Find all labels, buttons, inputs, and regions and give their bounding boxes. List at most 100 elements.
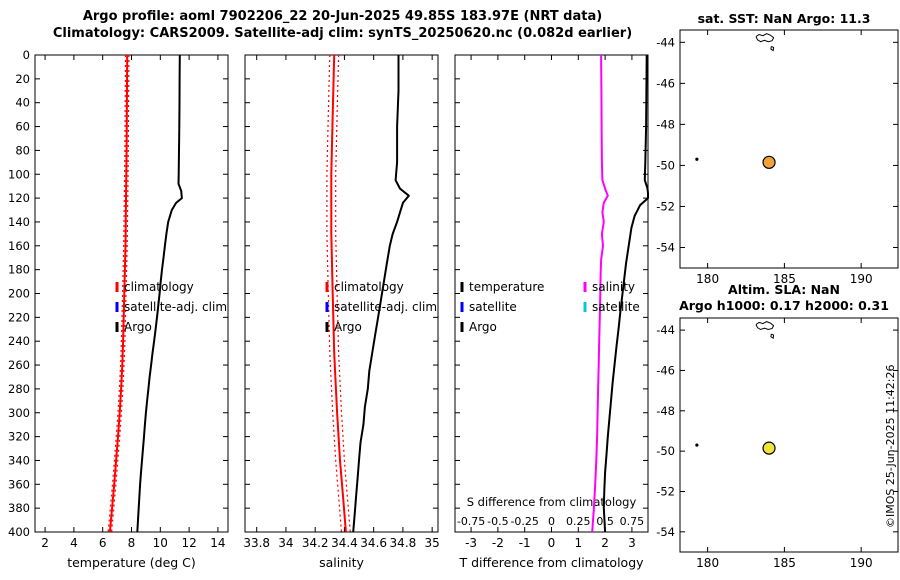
tick-label: -50 bbox=[656, 444, 675, 458]
salinity-profile-panel: 33.8 34 34.2 34.4 34.6 34.8 35 climatology satel… bbox=[243, 54, 440, 550]
tick-label: 380 bbox=[8, 501, 30, 515]
tick-label: -0.5 bbox=[487, 515, 508, 528]
tick-label: -0.25 bbox=[510, 515, 538, 528]
tick-label: 190 bbox=[850, 272, 873, 286]
tick-label: 185 bbox=[773, 272, 796, 286]
plot-box bbox=[679, 317, 899, 553]
temperature-profile-panel: 2 4 6 8 10 12 14020406080100120140160180200220… bbox=[8, 48, 229, 550]
salinity-axis-label: salinity bbox=[319, 555, 364, 570]
series-Argo bbox=[136, 54, 183, 533]
tick-label: 33.8 bbox=[243, 536, 270, 550]
tick-label: 190 bbox=[850, 556, 873, 570]
annotation: S difference from climatology bbox=[467, 495, 637, 509]
tick-label: 0.25 bbox=[566, 515, 591, 528]
sla-map-panel: 180 185 190 -44 -46 -48 -50 -52 -54 bbox=[656, 317, 899, 570]
imos-copyright-watermark: ©IMOS 25-Jun-2025 11:42:26 bbox=[884, 364, 897, 528]
legend-label: satellite-adj. clim bbox=[334, 300, 437, 314]
tick-label: 0 bbox=[548, 515, 555, 528]
tick-label: 185 bbox=[773, 556, 796, 570]
tick-label: 34.6 bbox=[360, 536, 387, 550]
tick-label: 340 bbox=[8, 453, 30, 467]
tick-label: 0 bbox=[548, 536, 556, 550]
plot-box bbox=[679, 29, 899, 269]
tick-label: 160 bbox=[8, 239, 30, 253]
tick-label: 260 bbox=[8, 358, 30, 372]
tick-label: 14 bbox=[210, 536, 225, 550]
tick-label: 34.8 bbox=[390, 536, 417, 550]
coastline bbox=[770, 45, 775, 52]
sla-map-title-line1: Altim. SLA: NaN bbox=[728, 282, 840, 297]
series-S-difference bbox=[591, 54, 609, 533]
tick-label: 220 bbox=[8, 310, 30, 324]
tick-label: 60 bbox=[15, 120, 30, 134]
tick-label: -44 bbox=[656, 35, 675, 49]
tick-label: -48 bbox=[656, 404, 675, 418]
argo-position-marker bbox=[762, 155, 776, 169]
tick-label: 280 bbox=[8, 382, 30, 396]
tick-label: 34.2 bbox=[302, 536, 329, 550]
tick-label: 20 bbox=[15, 72, 30, 86]
argo-position-marker bbox=[762, 441, 776, 455]
tick-label: -50 bbox=[656, 158, 675, 172]
legend-label: climatology bbox=[334, 280, 404, 294]
tick-label: 2 bbox=[601, 536, 609, 550]
tick-label: 34 bbox=[278, 536, 293, 550]
tick-label: 3 bbox=[628, 536, 636, 550]
series-T-difference bbox=[602, 54, 649, 533]
tick-label: 180 bbox=[696, 556, 719, 570]
tick-label: 2 bbox=[41, 536, 49, 550]
legend-label: Argo bbox=[469, 320, 497, 334]
tick-label: -52 bbox=[656, 484, 675, 498]
legend-label: climatology bbox=[124, 280, 194, 294]
tick-label: -46 bbox=[656, 363, 675, 377]
tick-label: 320 bbox=[8, 430, 30, 444]
tick-label: -3 bbox=[465, 536, 477, 550]
legend-label: satellite bbox=[469, 300, 517, 314]
sst-map-title: sat. SST: NaN Argo: 11.3 bbox=[697, 11, 871, 26]
tick-label: 80 bbox=[15, 143, 30, 157]
series-Argo bbox=[352, 55, 410, 533]
tick-label: -54 bbox=[656, 525, 675, 539]
tick-label: 6 bbox=[99, 536, 107, 550]
tick-label: 400 bbox=[8, 525, 30, 539]
island-dot bbox=[695, 443, 699, 447]
tick-label: -48 bbox=[656, 117, 675, 131]
tick-label: 360 bbox=[8, 477, 30, 491]
legend-label: salinity bbox=[592, 280, 635, 294]
tick-label: 0 bbox=[23, 48, 30, 62]
series-climatology-uncert-left bbox=[107, 54, 127, 533]
tick-label: 180 bbox=[696, 272, 719, 286]
tick-label: -46 bbox=[656, 76, 675, 90]
t-difference-axis-label: T difference from climatology bbox=[459, 555, 644, 570]
tick-label: 0.75 bbox=[620, 515, 645, 528]
tick-label: 240 bbox=[8, 334, 30, 348]
tick-label: -44 bbox=[656, 323, 675, 337]
temperature-axis-label: temperature (deg C) bbox=[67, 555, 196, 570]
tick-label: 8 bbox=[128, 536, 136, 550]
legend-label: Argo bbox=[334, 320, 362, 334]
series-climatology-uncert-right bbox=[111, 54, 130, 533]
tick-label: -1 bbox=[519, 536, 531, 550]
tick-label: -54 bbox=[656, 240, 675, 254]
coastline bbox=[755, 321, 775, 331]
figure-title-line1: Argo profile: aoml 7902206_22 20-Jun-202… bbox=[82, 9, 603, 24]
coastline bbox=[755, 33, 775, 43]
tick-label: 140 bbox=[8, 215, 30, 229]
legend-label: Argo bbox=[124, 320, 152, 334]
tick-label: 34.4 bbox=[331, 536, 358, 550]
tick-label: 300 bbox=[8, 406, 30, 420]
coastline bbox=[770, 333, 775, 340]
legend-label: satellite-adj. clim bbox=[124, 300, 227, 314]
legend-label: temperature bbox=[469, 280, 544, 294]
tick-label: -52 bbox=[656, 199, 675, 213]
tick-label: 40 bbox=[15, 96, 30, 110]
sst-map-panel: 180 185 190 -44 -46 -48 -50 -52 -54 bbox=[656, 29, 899, 286]
tick-label: 200 bbox=[8, 287, 30, 301]
tick-label: 180 bbox=[8, 263, 30, 277]
sla-map-title-line2: Argo h1000: 0.17 h2000: 0.31 bbox=[679, 298, 889, 313]
series-climatology bbox=[108, 54, 129, 533]
legend-label: satellite bbox=[592, 300, 640, 314]
